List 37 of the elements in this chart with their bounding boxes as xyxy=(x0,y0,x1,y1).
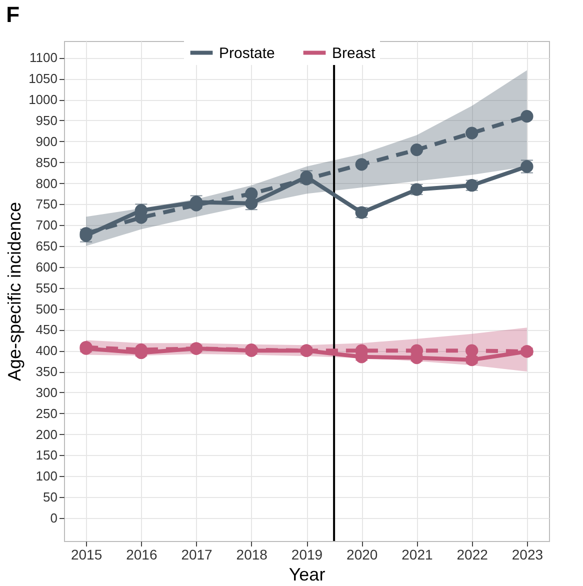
x-tick-label: 2021 xyxy=(402,546,434,562)
y-tick-label: 650 xyxy=(36,238,58,254)
x-axis-title: Year xyxy=(288,564,326,584)
y-tick-label: 900 xyxy=(36,134,58,149)
y-tick-label: 800 xyxy=(36,176,58,191)
x-tick-label: 2018 xyxy=(236,546,268,562)
y-tick-label: 600 xyxy=(36,259,58,274)
y-axis-title: Age-specific incidence xyxy=(4,202,25,382)
y-tick-label: 700 xyxy=(36,218,58,233)
y-tick-label: 50 xyxy=(43,490,58,505)
y-tick-label: 200 xyxy=(36,426,58,442)
x-tick-label: 2016 xyxy=(126,546,158,562)
y-tick-label: 750 xyxy=(36,196,58,212)
x-tick-label: 2023 xyxy=(512,546,544,562)
x-tick-label: 2015 xyxy=(70,546,102,562)
y-tick-label: 1100 xyxy=(30,50,58,66)
y-tick-label: 550 xyxy=(36,280,58,296)
y-tick-label: 350 xyxy=(36,364,58,380)
legend-label: Prostate xyxy=(219,44,275,62)
y-tick-label: 950 xyxy=(36,113,58,128)
legend-label: Breast xyxy=(332,44,376,62)
x-tick-label: 2022 xyxy=(456,546,488,562)
chart-title: F xyxy=(6,2,20,27)
y-tick-label: 850 xyxy=(36,154,58,170)
y-tick-label: 250 xyxy=(36,406,58,421)
y-tick-label: 400 xyxy=(36,343,58,358)
y-tick-label: 150 xyxy=(36,448,58,463)
y-tick-label: 0 xyxy=(50,510,58,526)
y-tick-label: 300 xyxy=(36,384,58,400)
x-tick-label: 2020 xyxy=(346,546,378,562)
y-tick-label: 500 xyxy=(36,301,58,316)
y-tick-label: 100 xyxy=(36,468,58,484)
y-tick-label: 1000 xyxy=(28,92,58,108)
x-tick-label: 2017 xyxy=(181,546,213,562)
x-tick-label: 2019 xyxy=(291,546,323,562)
y-tick-label: 450 xyxy=(36,322,58,338)
y-tick-label: 1050 xyxy=(28,71,58,86)
